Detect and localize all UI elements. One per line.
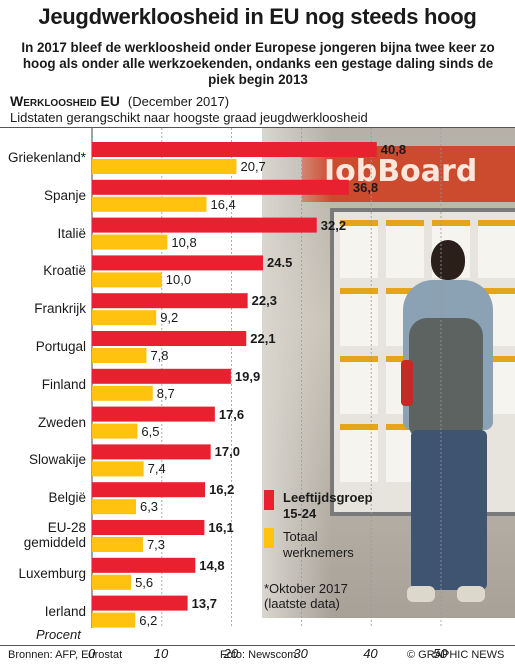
- water-bottle: [401, 360, 413, 406]
- section-heading: Werkloosheid EU (December 2017): [10, 93, 229, 109]
- bar-youth-8: [92, 444, 211, 460]
- value-label-youth-11: 14,8: [199, 557, 225, 573]
- value-label-youth-4: 22,3: [251, 293, 277, 309]
- value-label-total-3: 10,0: [165, 272, 192, 288]
- value-label-youth-7: 17,6: [218, 406, 245, 422]
- section-note: Lidstaten gerangschikt naar hoogste graa…: [10, 110, 368, 125]
- bar-total-4: [92, 310, 157, 326]
- legend-swatch-total: [264, 528, 274, 548]
- category-label: Finland: [41, 376, 86, 392]
- x-tick-label: 50: [433, 645, 448, 661]
- chart-subtitle: In 2017 bleef de werkloosheid onder Euro…: [21, 40, 495, 87]
- photo-credit: Foto: Newscom: [220, 649, 297, 661]
- value-label-total-10: 7,3: [146, 537, 166, 552]
- category-label: Spanje: [43, 187, 86, 203]
- value-label-youth-3: 24.5: [267, 255, 293, 271]
- x-axis-label: Procent: [36, 627, 81, 642]
- section-date: (December 2017): [127, 94, 230, 109]
- legend-youth-line2: 15-24: [283, 506, 317, 521]
- value-label-youth-0: 40,8: [380, 142, 407, 157]
- category-label: België: [48, 490, 86, 506]
- bar-total-7: [92, 423, 138, 439]
- legend-total-line2: werknemers: [283, 545, 354, 560]
- value-label-total-2: 10,8: [171, 234, 197, 250]
- legend-swatch-youth: [264, 490, 274, 510]
- footer-divider: [0, 645, 515, 646]
- value-label-youth-1: 36,8: [352, 179, 379, 195]
- category-label: Italië: [57, 225, 86, 241]
- student-figure: [393, 240, 503, 620]
- footnote-line2: (laatste data): [264, 596, 340, 611]
- category-label: Ierland: [44, 603, 86, 619]
- bar-youth-1: [92, 179, 349, 195]
- bar-youth-7: [92, 406, 215, 422]
- value-label-youth-6: 19,9: [234, 368, 261, 384]
- bar-total-1: [92, 196, 207, 212]
- category-label: Slowakije: [28, 452, 86, 468]
- copyright: © GRAPHIC NEWS: [407, 649, 505, 661]
- value-label-youth-5: 22,1: [250, 331, 276, 346]
- category-label: EU-28 gemiddeld: [23, 520, 86, 550]
- category-label: Portugal: [35, 339, 86, 354]
- category-label: Zweden: [37, 414, 86, 430]
- bar-total-5: [92, 348, 147, 363]
- x-tick-label: 20: [223, 645, 239, 661]
- bar-youth-0: [92, 142, 377, 157]
- bar-youth-4: [92, 293, 248, 309]
- bar-chart: [91, 128, 442, 628]
- sources: Bronnen: AFP, Eurostat: [8, 649, 123, 661]
- bar-total-0: [92, 159, 237, 174]
- bar-youth-6: [92, 368, 231, 384]
- value-label-total-1: 16,4: [210, 196, 236, 212]
- bar-total-10: [92, 537, 143, 552]
- value-label-youth-2: 32,2: [320, 217, 347, 233]
- footnote: *Oktober 2017 (laatste data): [264, 581, 348, 611]
- value-label-youth-12: 13,7: [191, 595, 217, 611]
- x-tick-label: 30: [293, 645, 308, 661]
- category-label: Frankrijk: [34, 301, 86, 317]
- bar-youth-12: [92, 595, 188, 611]
- backpack: [409, 318, 483, 438]
- value-label-total-4: 9,2: [160, 310, 179, 326]
- x-tick-label: 10: [153, 645, 169, 661]
- category-label: Luxemburg: [18, 565, 86, 581]
- value-label-total-0: 20,7: [240, 159, 266, 174]
- bar-total-11: [92, 574, 132, 590]
- value-label-total-6: 8,7: [156, 385, 175, 401]
- legend-total-line1: Totaal: [283, 529, 318, 544]
- x-tick-label: 0: [88, 645, 96, 661]
- bar-total-12: [92, 612, 136, 628]
- value-label-total-7: 6,5: [141, 423, 160, 439]
- bar-youth-2: [92, 217, 317, 233]
- legend-youth-line1: Leeftijdsgroep: [283, 490, 373, 505]
- bar-youth-11: [92, 557, 196, 573]
- value-label-total-9: 6,3: [139, 499, 159, 515]
- value-label-total-12: 6,2: [139, 612, 158, 628]
- footnote-line1: *Oktober 2017: [264, 581, 348, 596]
- section-title: Werkloosheid EU: [10, 93, 120, 109]
- header-divider: [0, 127, 515, 128]
- x-tick-label: 40: [363, 645, 378, 661]
- bar-youth-9: [92, 482, 206, 498]
- bar-total-9: [92, 499, 136, 515]
- chart-title: Jeugdwerkloosheid in EU nog steeds hoog: [38, 4, 477, 29]
- value-label-youth-8: 17,0: [214, 444, 240, 460]
- value-label-total-8: 7,4: [147, 461, 166, 477]
- category-label: Griekenland*: [7, 150, 86, 165]
- value-label-youth-9: 16,2: [209, 482, 235, 498]
- bar-total-3: [92, 272, 162, 288]
- bar-youth-5: [92, 331, 247, 346]
- jobboard-sign-text: JobBoard: [324, 154, 478, 189]
- bar-total-6: [92, 385, 153, 401]
- value-label-total-11: 5,6: [135, 574, 154, 590]
- bar-total-2: [92, 234, 168, 250]
- bar-youth-10: [92, 520, 205, 535]
- bar-youth-3: [92, 255, 264, 271]
- value-label-total-5: 7,8: [150, 348, 169, 363]
- category-label: Kroatië: [43, 263, 86, 279]
- value-label-youth-10: 16,1: [208, 520, 234, 535]
- bar-total-8: [92, 461, 144, 477]
